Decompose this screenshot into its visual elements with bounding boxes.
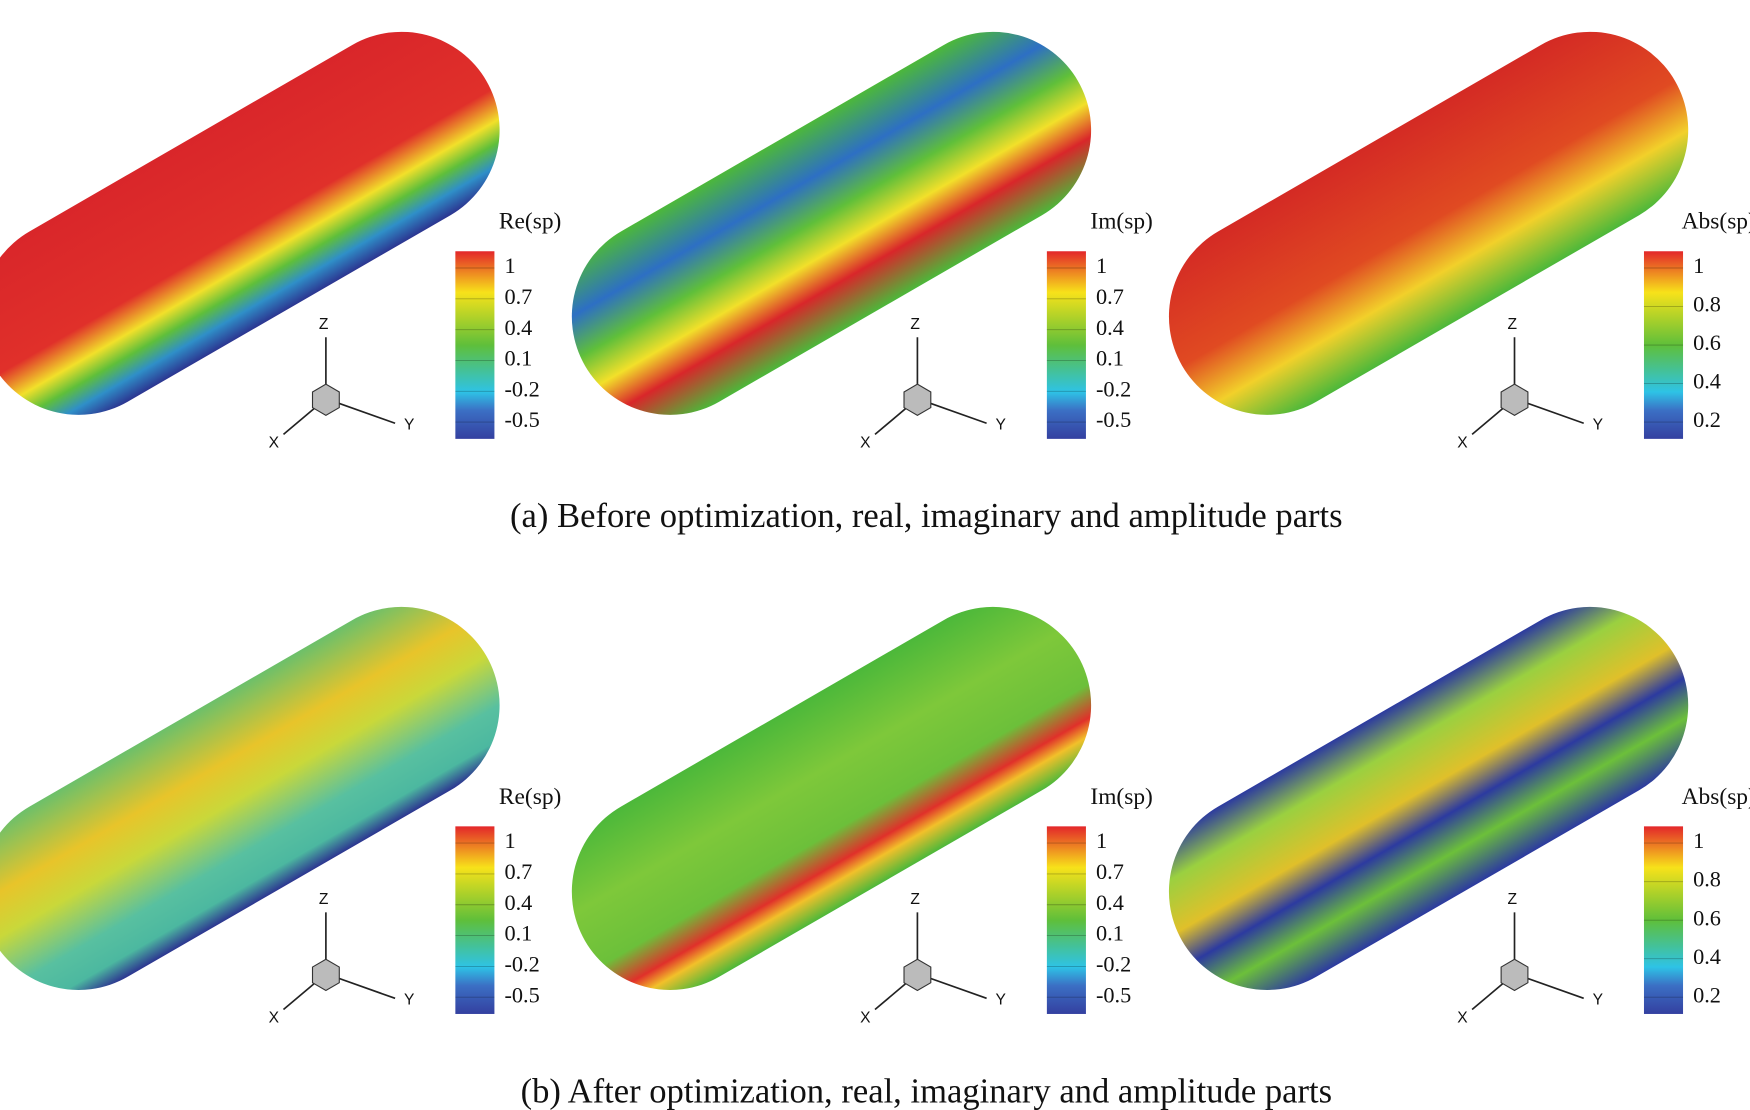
colorbar-tick-label: -0.2	[1096, 376, 1131, 401]
capsule	[1168, 606, 1689, 990]
colorbar-tick-label: 1	[1096, 253, 1107, 278]
colorbar-title: Re(sp)	[499, 784, 561, 810]
panel: Re(sp) 1 0.7 0.4 0.1 -0.2 -0.5 Z Y X	[0, 31, 561, 451]
axis-label: Y	[996, 417, 1007, 434]
axis-label: X	[1457, 1010, 1468, 1027]
colorbar-tick-label: 0.2	[1693, 407, 1721, 432]
colorbar-tick-label: 0.7	[504, 859, 532, 884]
colorbar-title: Im(sp)	[1090, 784, 1152, 810]
axis-cube	[311, 383, 340, 417]
colorbar-tick-label: -0.2	[1096, 952, 1131, 977]
colorbar-tick-label: 0.4	[504, 890, 532, 915]
colorbar	[1643, 251, 1684, 439]
colorbar-tick-label: 0.2	[1693, 982, 1721, 1007]
colorbar-tick-label: -0.5	[1096, 407, 1131, 432]
colorbar-tick-label: 0.6	[1693, 905, 1721, 930]
colorbar-tick-label: 0.6	[1693, 330, 1721, 355]
colorbar-tick-label: 1	[1096, 828, 1107, 853]
colorbar-tick-label: -0.2	[504, 376, 539, 401]
colorbar-tick-label: 0.7	[504, 284, 532, 309]
caption: (a) Before optimization, real, imaginary…	[510, 497, 1343, 535]
colorbar-title: Im(sp)	[1090, 209, 1152, 235]
axis-label: X	[269, 1010, 280, 1027]
colorbar	[455, 826, 495, 1014]
colorbar-tick-label: 1	[1693, 828, 1704, 853]
colorbar-tick-label: 0.1	[504, 346, 532, 371]
panel: Re(sp) 1 0.7 0.4 0.1 -0.2 -0.5 Z Y X	[0, 606, 561, 1027]
colorbar-tick-label: 0.4	[1096, 315, 1124, 340]
axis-cube	[903, 958, 932, 992]
axis-label: Y	[1593, 417, 1604, 434]
colorbar	[455, 251, 495, 439]
colorbar-title: Abs(sp)	[1682, 784, 1750, 810]
axis-label: Y	[404, 417, 415, 434]
axis-cube	[311, 958, 340, 992]
capsule	[571, 31, 1092, 415]
colorbar-tick-label: 1	[504, 828, 515, 853]
colorbar-tick-label: 0.4	[1693, 944, 1721, 969]
capsule	[0, 31, 500, 415]
axis-label: X	[269, 434, 280, 451]
capsule	[1168, 31, 1689, 415]
axis-label: X	[860, 434, 871, 451]
panel: Im(sp) 1 0.7 0.4 0.1 -0.2 -0.5 Z Y X	[571, 31, 1153, 451]
colorbar-tick-label: 0.4	[504, 315, 532, 340]
colorbar-title: Re(sp)	[499, 209, 561, 235]
colorbar-tick-label: 0.4	[1096, 890, 1124, 915]
colorbar-tick-label: 0.1	[1096, 346, 1124, 371]
axis-label: Y	[1593, 992, 1604, 1009]
colorbar-title: Abs(sp)	[1682, 209, 1750, 235]
axis-label: Z	[1508, 316, 1518, 333]
colorbar-tick-label: 1	[504, 253, 515, 278]
panel: Abs(sp) 1 0.8 0.6 0.4 0.2 Z Y X	[1168, 31, 1750, 451]
colorbar-tick-label: 0.8	[1693, 292, 1721, 317]
colorbar-tick-label: 0.1	[1096, 921, 1124, 946]
panel: Im(sp) 1 0.7 0.4 0.1 -0.2 -0.5 Z Y X	[571, 606, 1153, 1027]
axis-label: Z	[1508, 891, 1518, 908]
colorbar-tick-label: 0.7	[1096, 859, 1124, 884]
axis-cube	[1500, 383, 1529, 417]
axis-label: Z	[910, 891, 920, 908]
colorbar-tick-label: -0.5	[504, 407, 539, 432]
axis-label: X	[1457, 434, 1468, 451]
colorbar-tick-label: 1	[1693, 253, 1704, 278]
axis-cube	[903, 383, 932, 417]
capsule	[0, 606, 500, 990]
axis-label: Z	[319, 891, 329, 908]
colorbar	[1643, 826, 1684, 1014]
colorbar-tick-label: -0.2	[504, 952, 539, 977]
colorbar-tick-label: 0.8	[1693, 867, 1721, 892]
axis-label: X	[860, 1010, 871, 1027]
axis-label: Y	[996, 992, 1007, 1009]
panel: Abs(sp) 1 0.8 0.6 0.4 0.2 Z Y X	[1168, 606, 1750, 1027]
colorbar	[1046, 826, 1086, 1014]
caption: (b) After optimization, real, imaginary …	[521, 1072, 1333, 1110]
colorbar-tick-label: -0.5	[1096, 982, 1131, 1007]
capsule	[571, 606, 1092, 990]
axis-label: Z	[319, 316, 329, 333]
colorbar-tick-label: 0.4	[1693, 369, 1721, 394]
colorbar-tick-label: 0.7	[1096, 284, 1124, 309]
colorbar-tick-label: -0.5	[504, 982, 539, 1007]
axis-label: Z	[910, 316, 920, 333]
axis-label: Y	[404, 992, 415, 1009]
colorbar-tick-label: 0.1	[504, 921, 532, 946]
axis-cube	[1500, 958, 1529, 992]
colorbar	[1046, 251, 1086, 439]
